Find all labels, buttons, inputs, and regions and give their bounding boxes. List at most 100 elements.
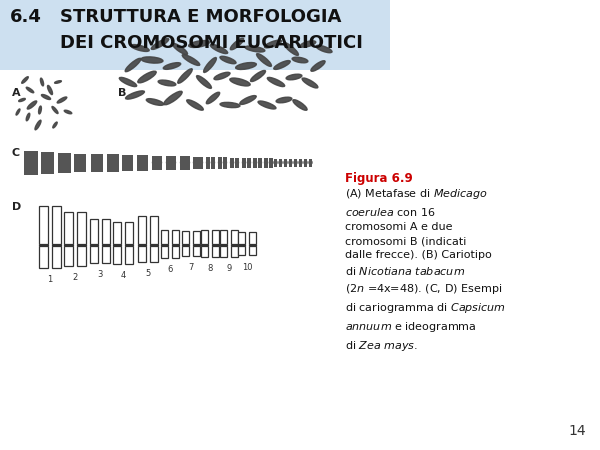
Bar xyxy=(29,151,38,163)
Text: 8: 8 xyxy=(208,264,212,273)
Bar xyxy=(157,156,162,163)
Ellipse shape xyxy=(292,57,308,63)
Bar xyxy=(264,163,268,168)
Ellipse shape xyxy=(230,78,250,86)
Bar xyxy=(180,156,185,163)
Ellipse shape xyxy=(220,102,240,108)
Ellipse shape xyxy=(274,61,290,69)
Ellipse shape xyxy=(300,41,316,47)
Bar xyxy=(269,158,273,163)
Ellipse shape xyxy=(108,161,113,164)
Bar xyxy=(223,163,227,169)
Bar xyxy=(220,246,227,257)
Bar xyxy=(249,232,256,244)
Ellipse shape xyxy=(64,110,72,114)
Bar xyxy=(138,246,146,262)
Ellipse shape xyxy=(269,161,272,164)
Ellipse shape xyxy=(206,161,209,164)
Bar xyxy=(211,157,215,163)
Bar xyxy=(182,246,189,256)
Bar xyxy=(125,246,133,264)
Ellipse shape xyxy=(257,54,271,67)
Ellipse shape xyxy=(316,45,332,53)
Ellipse shape xyxy=(57,97,67,103)
Ellipse shape xyxy=(75,161,80,164)
Bar xyxy=(231,246,238,257)
Bar xyxy=(253,163,257,168)
Bar xyxy=(122,163,128,171)
Bar xyxy=(269,163,273,168)
Bar xyxy=(46,163,54,174)
Bar xyxy=(102,219,110,244)
Ellipse shape xyxy=(167,161,170,164)
Bar xyxy=(242,163,246,168)
Ellipse shape xyxy=(214,72,230,80)
Text: 3: 3 xyxy=(97,270,103,279)
Bar xyxy=(24,163,33,175)
Ellipse shape xyxy=(188,40,209,47)
Ellipse shape xyxy=(220,56,236,64)
Ellipse shape xyxy=(299,161,302,164)
Ellipse shape xyxy=(141,57,163,63)
Ellipse shape xyxy=(38,106,41,114)
Bar xyxy=(63,163,71,173)
Bar xyxy=(63,153,71,163)
Ellipse shape xyxy=(259,161,262,164)
Bar xyxy=(52,246,61,268)
Bar xyxy=(279,159,282,163)
Bar xyxy=(172,246,179,258)
Ellipse shape xyxy=(26,87,34,93)
Bar xyxy=(231,230,238,244)
Ellipse shape xyxy=(185,161,190,164)
Ellipse shape xyxy=(35,120,41,130)
Bar xyxy=(304,159,307,163)
Bar xyxy=(258,158,262,163)
Bar xyxy=(201,246,208,257)
Bar xyxy=(90,219,98,244)
Bar xyxy=(138,216,146,244)
Bar xyxy=(171,163,176,170)
Bar xyxy=(79,163,86,172)
Ellipse shape xyxy=(80,161,85,164)
Text: 4: 4 xyxy=(121,271,125,280)
Ellipse shape xyxy=(248,161,251,164)
Ellipse shape xyxy=(276,97,292,103)
Bar xyxy=(249,246,256,255)
Ellipse shape xyxy=(43,161,47,164)
Bar xyxy=(193,246,200,256)
Ellipse shape xyxy=(240,95,256,104)
Ellipse shape xyxy=(230,38,244,50)
Bar xyxy=(264,158,268,163)
Bar xyxy=(299,159,302,163)
Ellipse shape xyxy=(53,122,57,128)
Bar xyxy=(150,246,158,262)
Bar xyxy=(218,157,222,163)
Bar xyxy=(289,159,292,163)
Bar xyxy=(113,246,121,264)
Bar xyxy=(294,159,297,163)
Ellipse shape xyxy=(274,161,277,164)
Ellipse shape xyxy=(163,63,181,69)
Ellipse shape xyxy=(197,76,211,88)
Text: STRUTTURA E MORFOLOGIA: STRUTTURA E MORFOLOGIA xyxy=(60,8,341,26)
Ellipse shape xyxy=(26,113,30,121)
Bar xyxy=(274,159,277,163)
Bar xyxy=(77,212,86,244)
Bar xyxy=(90,246,98,263)
Bar xyxy=(185,163,190,170)
Bar xyxy=(24,151,33,163)
Bar xyxy=(230,158,234,163)
Text: A: A xyxy=(12,88,20,98)
Ellipse shape xyxy=(138,71,156,83)
Bar xyxy=(299,163,302,167)
Bar xyxy=(137,155,143,163)
Bar xyxy=(79,154,86,163)
Bar xyxy=(91,154,98,163)
Text: C: C xyxy=(12,148,20,158)
Ellipse shape xyxy=(31,161,37,164)
Ellipse shape xyxy=(206,92,220,104)
Ellipse shape xyxy=(158,80,176,86)
Bar xyxy=(193,163,198,169)
Text: DEI CROMOSOMI EUCARIOTICI: DEI CROMOSOMI EUCARIOTICI xyxy=(60,34,363,52)
Bar xyxy=(309,159,312,163)
